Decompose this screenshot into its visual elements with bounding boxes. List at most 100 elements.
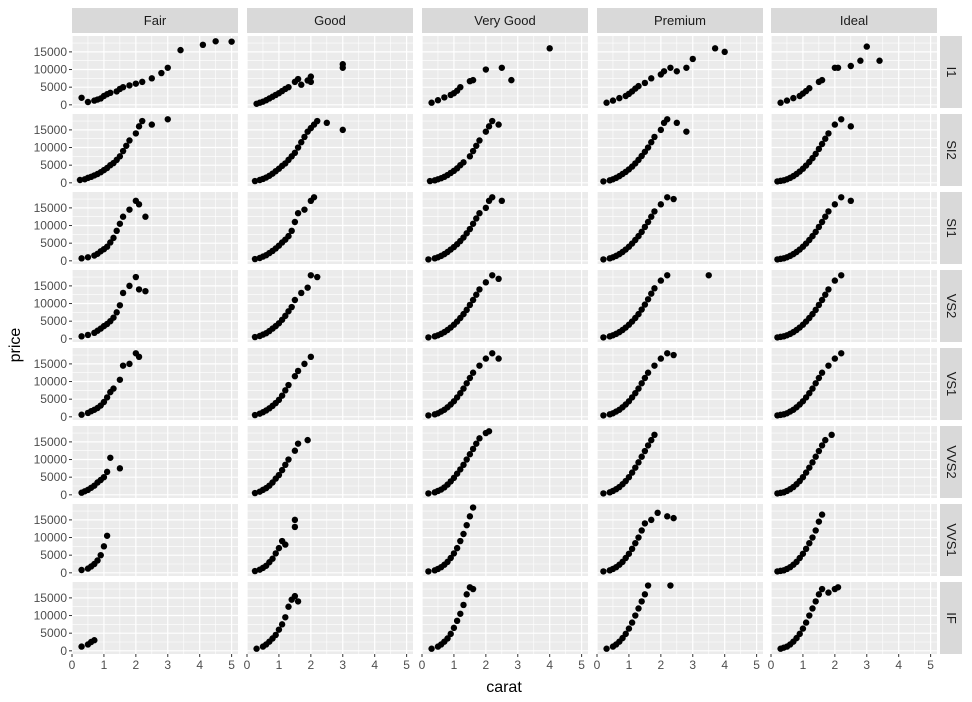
data-point — [812, 150, 819, 158]
data-point — [126, 137, 133, 144]
data-point — [78, 643, 85, 650]
y-tick-label: 10000 — [34, 375, 68, 389]
data-point — [457, 610, 464, 617]
data-point — [825, 208, 832, 215]
data-point — [806, 612, 813, 619]
data-point — [638, 228, 645, 236]
data-point — [648, 290, 655, 297]
data-point — [272, 631, 279, 639]
x-tick-label: 2 — [483, 658, 490, 672]
data-point — [441, 94, 448, 101]
data-point — [815, 447, 823, 455]
panel-very-good-if — [421, 582, 588, 654]
data-point — [285, 381, 292, 389]
y-tick-label: 5000 — [40, 314, 67, 328]
row-strip-label: VVS1 — [944, 523, 959, 556]
series-good-si1 — [251, 194, 318, 263]
data-point — [806, 464, 813, 471]
data-point — [838, 272, 845, 279]
data-point — [818, 511, 826, 518]
data-point — [301, 133, 308, 141]
data-point — [103, 394, 111, 401]
data-point — [457, 83, 464, 91]
data-point — [635, 82, 642, 90]
data-point — [632, 612, 639, 619]
series-fair-vvs2 — [78, 454, 124, 496]
data-point — [664, 194, 671, 201]
data-point — [657, 201, 665, 208]
data-point — [428, 99, 435, 106]
data-point — [310, 194, 318, 201]
series-ideal-i1 — [777, 43, 883, 106]
data-point — [815, 301, 823, 309]
data-point — [466, 451, 474, 458]
data-point — [466, 513, 474, 520]
data-point — [812, 228, 819, 236]
series-premium-vs1 — [600, 350, 677, 419]
data-point — [251, 255, 259, 263]
data-point — [294, 144, 302, 151]
series-premium-vvs1 — [600, 509, 677, 575]
data-point — [664, 350, 671, 357]
data-point — [469, 147, 477, 155]
data-point — [812, 306, 819, 314]
x-tick-label: 0 — [594, 658, 601, 672]
data-point — [100, 473, 108, 481]
row-strip-vvs2: VVS2 — [940, 426, 962, 498]
strip-background — [771, 8, 937, 33]
row-strip-vvs1: VVS1 — [940, 504, 962, 576]
y-axis-title: price — [7, 328, 24, 363]
series-very-good-si2 — [426, 117, 502, 185]
series-fair-i1 — [78, 38, 235, 106]
data-point — [434, 97, 442, 104]
data-point — [498, 197, 506, 205]
y-tick-label: 0 — [60, 566, 67, 580]
data-point — [126, 282, 133, 290]
data-point — [635, 605, 642, 612]
x-axis-title: carat — [486, 679, 522, 696]
data-point — [834, 64, 842, 71]
y-tick-label: 5000 — [40, 392, 67, 406]
data-point — [110, 234, 117, 242]
data-point — [123, 142, 130, 149]
data-point — [834, 584, 842, 591]
x-tick-label: 3 — [339, 658, 346, 672]
series-fair-si1 — [78, 197, 149, 262]
data-point — [838, 350, 845, 357]
data-point — [638, 527, 645, 534]
data-point — [450, 550, 458, 557]
series-fair-if — [78, 637, 98, 650]
data-point — [291, 447, 299, 454]
data-point — [282, 614, 289, 621]
series-good-if — [253, 592, 302, 652]
y-tick-label: 10000 — [34, 531, 68, 545]
y-tick-label: 10000 — [34, 141, 68, 155]
data-point — [648, 516, 655, 524]
strips-layer: Fair Good Very Good Premium Ideal I1 SI2 SI1 VS2… — [72, 8, 962, 654]
data-point — [469, 504, 477, 511]
data-point — [812, 598, 819, 605]
y-tick-label: 15000 — [34, 279, 68, 293]
data-point — [126, 360, 133, 368]
series-very-good-vvs2 — [425, 428, 493, 497]
series-premium-si2 — [600, 116, 690, 185]
data-point — [291, 523, 299, 531]
data-point — [818, 76, 826, 84]
panel-good-vvs2 — [246, 426, 413, 498]
data-point — [664, 116, 671, 123]
data-point — [84, 98, 92, 106]
y-tick-label: 0 — [60, 410, 67, 424]
column-strip-label: Very Good — [474, 13, 535, 28]
data-point — [466, 374, 474, 382]
row-strip-label: I1 — [944, 67, 959, 78]
data-point — [425, 334, 432, 341]
data-point — [822, 291, 829, 298]
data-point — [278, 466, 286, 474]
data-point — [657, 355, 665, 362]
data-point — [78, 333, 85, 340]
data-point — [847, 197, 855, 205]
data-point — [469, 585, 477, 593]
row-strip-si2: SI2 — [940, 114, 962, 186]
data-point — [641, 79, 649, 87]
y-tick-label: 5000 — [40, 158, 67, 172]
